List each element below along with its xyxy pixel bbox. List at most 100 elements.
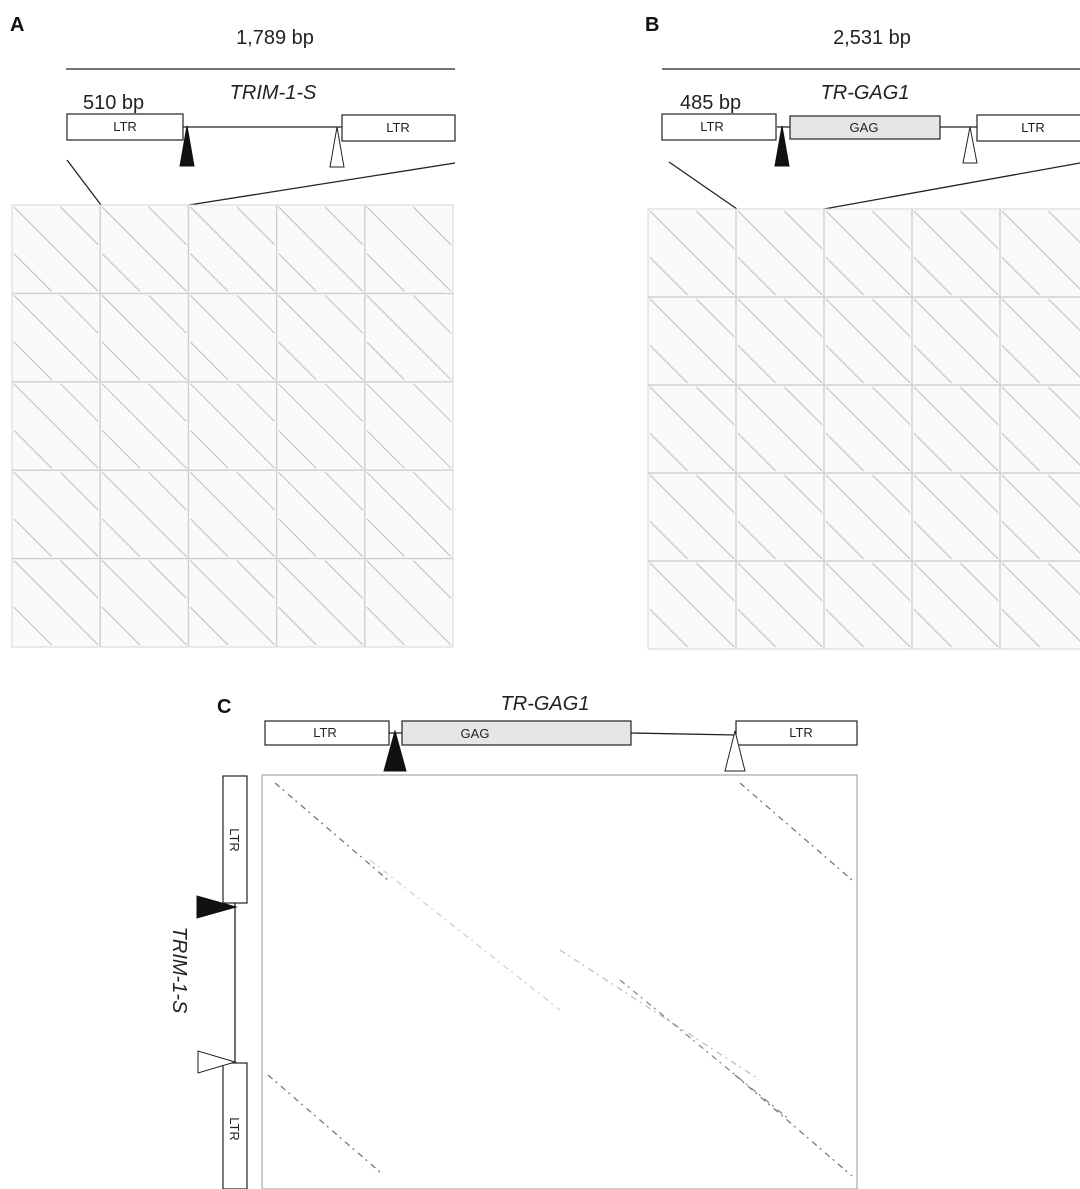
panel-b-element-name: TR-GAG1 xyxy=(821,82,910,104)
panel-b-zoom-line-left xyxy=(668,161,738,210)
panel-a-repeat-diagonal xyxy=(60,206,99,246)
panel-a-ltr-left-label: LTR xyxy=(113,119,137,134)
panel-a-repeat-diagonal xyxy=(236,471,275,511)
panel-b-repeat-diagonal xyxy=(737,474,823,560)
panel-b-repeat-diagonal xyxy=(1001,562,1080,642)
panel-a-repeat-diagonal xyxy=(101,560,187,646)
panel-a-repeat-diagonal xyxy=(13,560,99,646)
panel-a-repeat-diagonal xyxy=(101,471,187,557)
panel-a-repeat-diagonal xyxy=(366,471,452,557)
panel-b-repeat-diagonal xyxy=(960,210,999,249)
panel-a-repeat-diagonal xyxy=(278,295,364,381)
panel-b-repeat-diagonal xyxy=(649,210,735,296)
panel-a-total-length: 1,789 bp xyxy=(236,27,314,49)
panel-a-repeat-diagonal xyxy=(190,206,275,292)
panel-c-y-black-triangle xyxy=(196,895,238,919)
panel-b-repeat-diagonal xyxy=(649,386,735,472)
panel-c-x-ltr-right-box xyxy=(735,720,858,746)
panel-a-element-name: TRIM-1-S xyxy=(230,82,317,104)
panel-a-repeat-diagonal xyxy=(366,295,452,381)
panel-b-repeat-diagonal xyxy=(649,474,735,560)
panel-b-plot-area xyxy=(647,208,1080,650)
panel-b-repeat-diagonal xyxy=(737,298,823,384)
panel-b-repeat-diagonal xyxy=(913,474,999,560)
panel-c-ltr-match-bottom-left xyxy=(267,1074,381,1173)
panel-a-repeat-diagonal xyxy=(412,560,452,599)
panel-c: C TR-GAG1 LTR GAG LTR LTR LTR TRIM-1-S xyxy=(168,693,858,1189)
panel-a-repeat-diagonal xyxy=(148,471,187,511)
panel-c-x-ltr-left-box xyxy=(264,720,390,746)
panel-a-repeat-diagonal xyxy=(190,295,275,381)
panel-a-white-triangle xyxy=(329,126,345,168)
panel-b-repeat-diagonal xyxy=(696,298,735,337)
panel-a-repeat-diagonal xyxy=(60,295,99,334)
panel-a-repeat-diagonal xyxy=(190,341,229,381)
panel-c-match-diagonal xyxy=(619,979,791,1121)
panel-c-x-gag-box xyxy=(401,720,632,746)
panel-b-repeat-diagonal xyxy=(825,386,911,472)
panel-a-repeat-diagonal xyxy=(13,341,53,381)
panel-b-repeat-diagonal xyxy=(1001,345,1040,384)
panel-b-repeat-diagonal xyxy=(737,210,823,296)
panel-b-repeat-diagonal xyxy=(960,562,999,601)
panel-b-repeat-diagonal xyxy=(825,257,864,296)
panel-a-repeat-diagonal xyxy=(190,253,229,292)
panel-a-repeat-diagonal xyxy=(412,471,452,511)
panel-a-repeat-diagonal xyxy=(412,295,452,334)
panel-a-repeat-diagonal xyxy=(60,560,99,599)
panel-c-x-black-triangle xyxy=(383,729,407,772)
panel-a-repeat-diagonal xyxy=(101,606,141,646)
panel-b-repeat-diagonal xyxy=(825,345,864,384)
panel-a-repeat-diagonal xyxy=(278,560,364,646)
panel-a-repeat-diagonal xyxy=(278,606,317,646)
panel-a-zoom-line-left xyxy=(66,159,102,206)
panel-b-repeat-diagonal xyxy=(649,345,688,384)
panel-a-repeat-diagonal xyxy=(236,383,275,422)
panel-b-repeat-diagonal xyxy=(960,386,999,425)
panel-b-repeat-diagonal xyxy=(913,433,952,472)
panel-b-repeat-diagonal xyxy=(872,386,911,425)
panel-a-repeat-diagonal xyxy=(13,295,99,381)
panel-b-repeat-diagonal xyxy=(649,521,688,560)
panel-b-ltr-right-label: LTR xyxy=(1021,120,1045,135)
panel-b-repeat-diagonal xyxy=(913,345,952,384)
panel-a-repeat-diagonal xyxy=(13,606,53,646)
panel-b-repeat-diagonal xyxy=(872,210,911,249)
panel-a-repeat-diagonal xyxy=(412,206,452,246)
panel-a-repeat-diagonal xyxy=(13,383,99,469)
panel-c-label: C xyxy=(217,696,231,718)
panel-a-repeat-diagonal xyxy=(324,206,364,246)
panel-b-repeat-diagonal xyxy=(737,386,823,472)
panel-c-y-ltr-bottom-label: LTR xyxy=(227,1117,242,1141)
panel-a-ltr-length: 510 bp xyxy=(83,92,144,114)
panel-a-repeat-diagonal xyxy=(278,430,317,469)
panel-b-ltr-right-box xyxy=(976,114,1080,142)
panel-b-repeat-diagonal xyxy=(913,386,999,472)
panel-b-repeat-diagonal xyxy=(913,521,952,560)
panel-b-repeat-diagonal xyxy=(696,210,735,249)
panel-b-repeat-diagonal xyxy=(737,562,823,648)
panel-b-repeat-diagonal xyxy=(1001,257,1040,296)
panel-a-repeat-diagonal xyxy=(190,471,275,557)
panel-a-repeat-diagonal xyxy=(366,206,452,292)
panel-c-y-element-name: TRIM-1-S xyxy=(168,927,190,1014)
panel-c-y-ltr-top-label: LTR xyxy=(227,828,242,852)
panel-a-repeat-diagonal xyxy=(101,206,187,292)
panel-b-repeat-diagonal xyxy=(784,210,823,249)
panel-a-repeat-diagonal xyxy=(13,471,99,557)
panel-a-repeat-diagonal xyxy=(190,560,275,646)
panel-c-y-white-triangle xyxy=(197,1050,237,1074)
panel-a-repeat-diagonal xyxy=(278,383,364,469)
panel-b-repeat-diagonal xyxy=(649,609,688,648)
panel-a-repeat-diagonal xyxy=(324,471,364,511)
panel-b-ltr-left-box xyxy=(661,113,777,141)
panel-b-repeat-diagonal xyxy=(960,298,999,337)
panel-a-repeat-diagonal xyxy=(148,295,187,334)
panel-a-ltr-right-box xyxy=(341,114,456,142)
panel-b-repeat-diagonal xyxy=(649,257,688,296)
panel-b-gag-box xyxy=(789,115,941,140)
panel-b-ltr-length: 485 bp xyxy=(680,92,741,114)
panel-c-x-ltr-left-label: LTR xyxy=(313,725,337,740)
panel-b-repeat-diagonal xyxy=(737,609,776,648)
panel-a-repeat-diagonal xyxy=(278,253,317,292)
